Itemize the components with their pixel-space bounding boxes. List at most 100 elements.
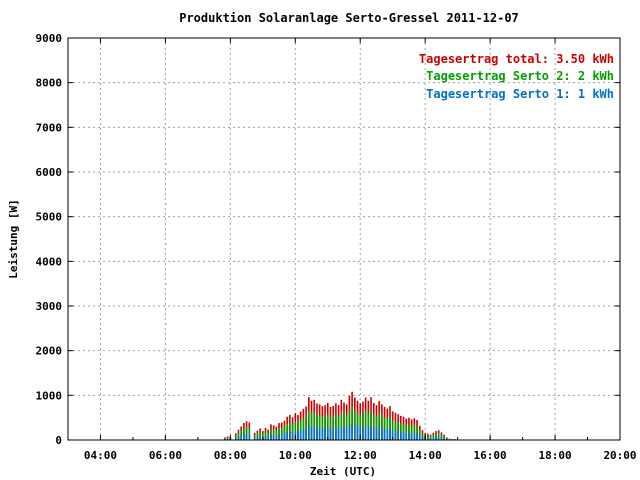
bar-serto1	[335, 427, 337, 440]
y-tick-label: 1000	[36, 389, 63, 402]
bar-serto1	[267, 436, 270, 440]
bar-serto2	[321, 416, 324, 440]
x-tick-label: 06:00	[149, 449, 182, 462]
bar-serto1	[234, 437, 237, 440]
bar-serto1	[318, 428, 321, 440]
bar-serto2	[427, 435, 429, 440]
bar-serto1	[324, 428, 326, 440]
bar-serto2	[286, 423, 288, 440]
bar-serto1	[375, 428, 378, 440]
x-tick-label: 04:00	[84, 449, 117, 462]
bar-serto2	[226, 437, 229, 440]
bar-serto2	[413, 424, 416, 440]
bar-serto1	[364, 425, 367, 440]
bar-serto1	[308, 425, 310, 440]
y-tick-label: 9000	[36, 32, 63, 45]
bar-serto1	[313, 426, 316, 440]
bar-serto2	[275, 430, 278, 440]
y-tick-label: 4000	[36, 255, 63, 268]
bar-serto1	[367, 426, 370, 440]
bar-serto2	[308, 410, 310, 440]
bar-serto2	[345, 415, 348, 440]
bar-serto2	[283, 426, 286, 440]
bar-serto1	[416, 433, 418, 440]
bar-serto2	[410, 425, 413, 440]
bar-serto1	[408, 432, 410, 440]
bar-serto2	[394, 421, 397, 440]
bar-serto1	[440, 437, 443, 440]
bar-serto1	[310, 426, 313, 440]
bar-serto2	[367, 413, 370, 440]
x-tick-label: 08:00	[214, 449, 247, 462]
bar-serto2	[305, 416, 307, 440]
bar-serto2	[372, 414, 375, 440]
bar-serto2	[335, 414, 337, 440]
x-tick-label: 18:00	[538, 449, 571, 462]
bar-serto1	[348, 425, 351, 440]
bar-serto2	[240, 430, 242, 440]
bar-serto1	[340, 426, 343, 440]
bar-serto1	[370, 425, 372, 440]
bar-serto2	[364, 410, 367, 440]
bar-serto2	[270, 429, 272, 440]
bar-serto2	[245, 427, 248, 440]
bar-serto1	[332, 428, 334, 440]
bar-serto1	[402, 432, 405, 440]
bar-serto2	[408, 424, 410, 440]
bar-serto1	[410, 433, 413, 440]
bar-serto2	[402, 423, 405, 440]
bar-serto1	[278, 434, 280, 440]
bar-serto1	[259, 436, 261, 440]
grid-lines	[68, 38, 620, 440]
bar-serto1	[321, 428, 324, 440]
bar-serto1	[378, 427, 380, 440]
y-tick-label: 8000	[36, 77, 63, 90]
bar-serto1	[437, 436, 440, 440]
bar-serto1	[240, 435, 242, 440]
x-tick-label: 20:00	[603, 449, 636, 462]
bar-serto2	[326, 414, 329, 440]
bar-serto1	[394, 430, 397, 440]
x-tick-label: 14:00	[409, 449, 442, 462]
bar-serto2	[272, 429, 275, 440]
bar-serto1	[337, 428, 340, 440]
bar-serto1	[253, 437, 256, 440]
bar-serto1	[275, 435, 278, 440]
legend: Tagesertrag total: 3.50 kWh Tagesertrag …	[419, 52, 614, 101]
bar-serto2	[291, 424, 294, 440]
x-tick-label: 10:00	[279, 449, 312, 462]
bar-serto2	[391, 420, 394, 440]
bar-serto1	[326, 427, 329, 440]
bar-serto2	[340, 412, 343, 440]
bar-serto1	[329, 428, 332, 440]
bar-serto2	[318, 415, 321, 440]
bar-serto2	[375, 415, 378, 440]
bar-serto2	[262, 433, 264, 440]
bar-serto1	[362, 427, 364, 440]
bar-serto1	[435, 437, 437, 440]
bar-serto1	[427, 437, 429, 440]
legend-entry-total: Tagesertrag total: 3.50 kWh	[419, 52, 614, 66]
bar-serto2	[313, 412, 316, 440]
bar-serto2	[405, 425, 408, 440]
bar-serto1	[245, 433, 248, 440]
y-tick-label: 7000	[36, 121, 63, 134]
bar-serto2	[332, 416, 334, 440]
bar-serto1	[354, 425, 356, 440]
bar-serto2	[443, 436, 445, 440]
bar-serto2	[386, 418, 389, 440]
bar-serto2	[299, 420, 302, 440]
x-axis-ticks: 04:00 06:00 08:00 10:00 12:00 14:00 16:00 18:00…	[67, 38, 637, 462]
bar-serto2	[351, 406, 353, 440]
y-tick-label: 5000	[36, 211, 63, 224]
bar-serto2	[259, 431, 261, 440]
bar-serto1	[283, 433, 286, 440]
bar-serto2	[389, 416, 391, 440]
bar-serto2	[435, 433, 437, 440]
bar-serto1	[264, 435, 267, 440]
bar-serto1	[243, 434, 245, 440]
bar-serto1	[345, 427, 348, 440]
bar-serto1	[443, 438, 445, 440]
bar-serto1	[351, 423, 353, 440]
bar-serto2	[337, 415, 340, 440]
